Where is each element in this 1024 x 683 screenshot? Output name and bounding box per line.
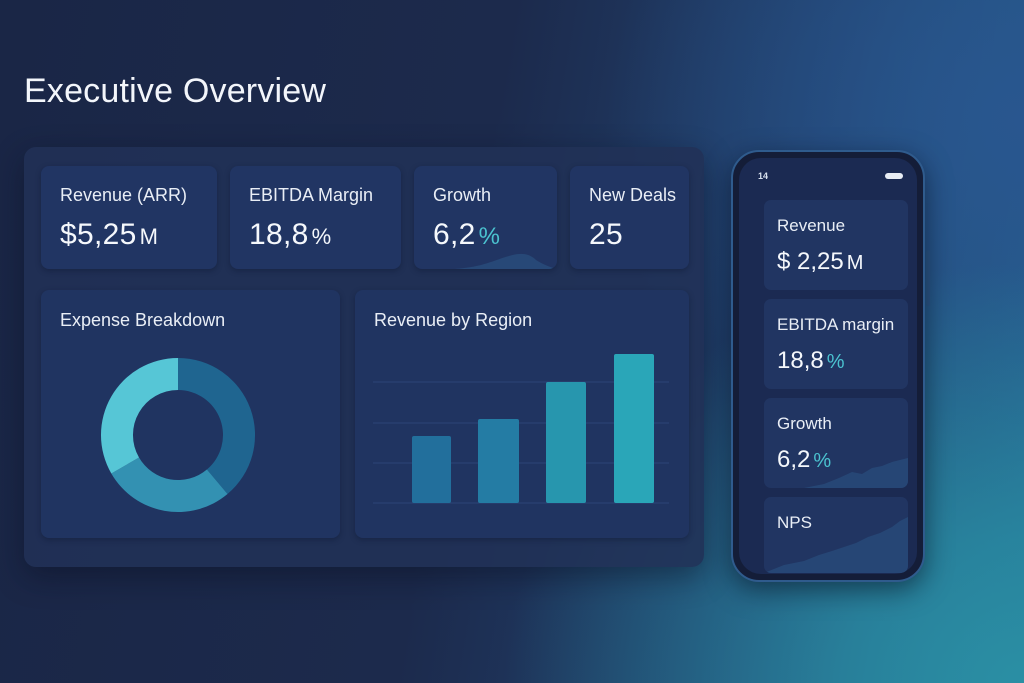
growth-sparkline xyxy=(804,458,908,488)
donut-segment-light xyxy=(100,358,178,474)
mobile-card-revenue[interactable]: Revenue $ 2,25 M xyxy=(764,200,908,290)
nps-sparkline xyxy=(764,517,908,573)
mobile-card-value: $ 2,25 M xyxy=(777,248,864,275)
kpi-label: New Deals xyxy=(589,185,677,205)
bar-region-3 xyxy=(546,382,586,503)
mobile-card-value: 6,2% xyxy=(777,446,832,473)
bar-region-1 xyxy=(412,436,451,503)
card-title: Revenue by Region xyxy=(374,310,533,330)
mobile-screen: 14 Revenue $ 2,25 M EBITDA margin 18,8% G… xyxy=(739,158,917,574)
mobile-card-label: Growth xyxy=(777,414,832,433)
battery-icon xyxy=(885,173,903,179)
donut-segment-mid xyxy=(111,457,228,513)
dashboard-panel: Revenue (ARR) $5,25 M EBITDA Margin 18,8%… xyxy=(24,147,704,567)
growth-sparkline xyxy=(454,253,557,269)
donut-chart[interactable] xyxy=(41,290,340,538)
phone-side-button xyxy=(926,250,930,306)
kpi-value: 18,8% xyxy=(249,218,332,251)
status-time: 14 xyxy=(758,171,769,181)
kpi-value: 25 xyxy=(589,218,623,251)
mobile-card-label: NPS xyxy=(777,513,812,532)
kpi-value: 6,2% xyxy=(433,218,501,251)
revenue-by-region-card: Revenue by Region xyxy=(355,290,689,538)
kpi-value: $5,25 M xyxy=(60,218,159,251)
bar-region-4 xyxy=(614,354,654,503)
mobile-card-growth[interactable]: Growth 6,2% xyxy=(764,398,908,488)
expense-breakdown-card: Expense Breakdown xyxy=(41,290,340,538)
donut-segment-dark xyxy=(178,358,256,494)
bar-region-2 xyxy=(478,419,519,503)
card-title: Expense Breakdown xyxy=(60,310,226,330)
kpi-label: EBITDA Margin xyxy=(249,185,374,205)
kpi-label: Growth xyxy=(433,185,492,205)
mobile-phone-frame: 14 Revenue $ 2,25 M EBITDA margin 18,8% G… xyxy=(731,150,925,582)
kpi-card-revenue[interactable]: Revenue (ARR) $5,25 M xyxy=(41,166,217,269)
mobile-card-nps[interactable]: NPS xyxy=(764,497,908,573)
kpi-card-growth[interactable]: Growth 6,2% xyxy=(414,166,557,269)
bar-chart[interactable] xyxy=(355,290,689,538)
kpi-label: Revenue (ARR) xyxy=(60,185,188,205)
mobile-card-value: 18,8% xyxy=(777,347,845,374)
page-title: Executive Overview xyxy=(24,72,327,110)
mobile-card-ebitda[interactable]: EBITDA margin 18,8% xyxy=(764,299,908,389)
mobile-card-label: EBITDA margin xyxy=(777,315,895,334)
mobile-card-label: Revenue xyxy=(777,216,846,235)
kpi-card-new-deals[interactable]: New Deals 25 xyxy=(570,166,689,269)
kpi-card-ebitda[interactable]: EBITDA Margin 18,8% xyxy=(230,166,401,269)
